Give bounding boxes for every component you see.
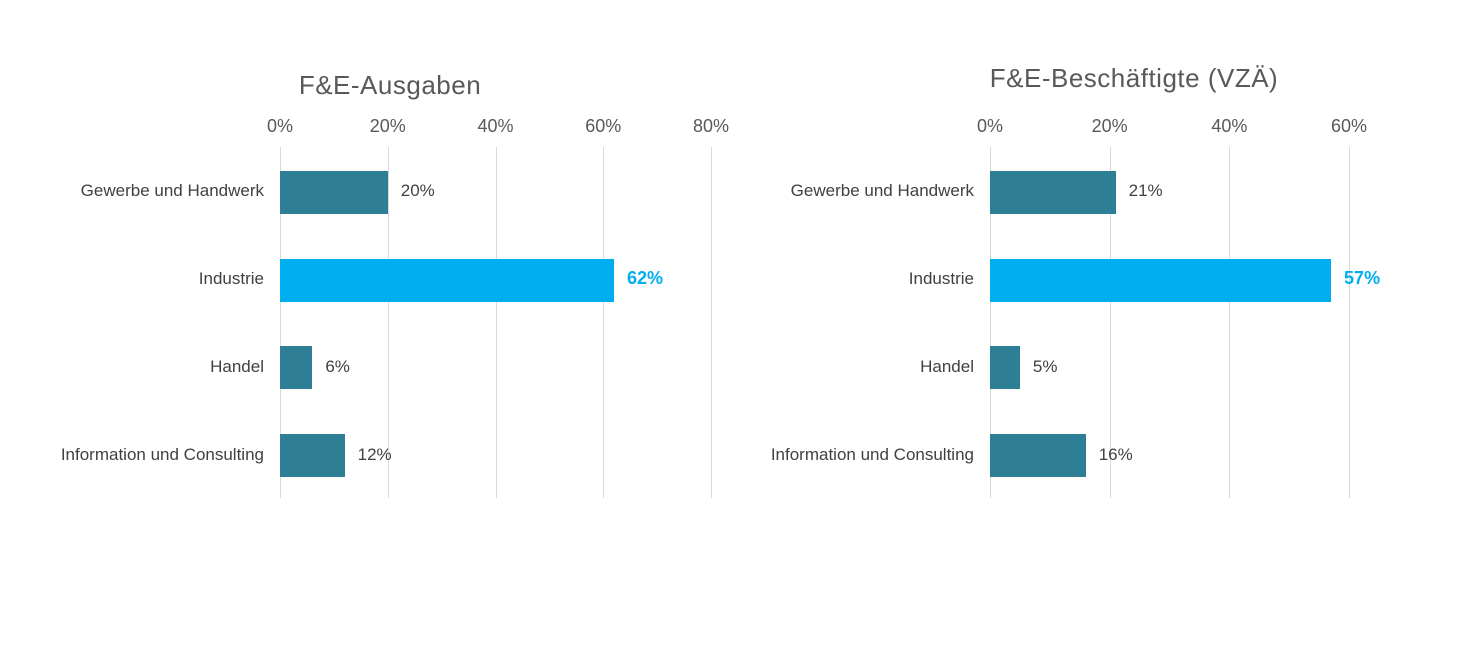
x-axis-tick-label: 20%	[1091, 116, 1128, 136]
value-label: 62%	[627, 268, 664, 289]
x-axis-tick-label: 80%	[692, 116, 730, 136]
value-label: 21%	[1128, 181, 1163, 201]
value-label: 57%	[1344, 268, 1381, 289]
bar-highlighted	[990, 258, 1332, 302]
gridline	[990, 147, 991, 498]
x-axis-tick-label: 40%	[1211, 116, 1248, 136]
category-label: Handel	[920, 356, 974, 376]
bar-highlighted	[280, 258, 615, 302]
chart-title: F&E-Beschäftigte (VZÄ)	[989, 63, 1279, 93]
value-label: 6%	[325, 356, 350, 376]
category-label: Information und Consulting	[770, 444, 974, 464]
x-axis-tick-label: 60%	[1330, 116, 1367, 136]
x-axis-tick-label: 40%	[477, 116, 514, 136]
category-label: Handel	[210, 356, 264, 376]
gridline	[280, 147, 281, 498]
gridline	[711, 147, 712, 498]
value-label: 5%	[1032, 356, 1058, 376]
gridline	[1229, 147, 1231, 498]
bar	[280, 434, 345, 478]
bar	[280, 170, 388, 214]
gridline	[495, 147, 497, 498]
gridline	[1348, 147, 1350, 498]
category-label: Gewerbe und Handwerk	[790, 181, 974, 201]
category-label: Industrie	[198, 269, 264, 289]
gridline	[603, 147, 605, 498]
value-label: 16%	[1098, 444, 1133, 464]
bar	[990, 434, 1086, 478]
x-axis-tick-label: 0%	[976, 116, 1003, 136]
category-label: Information und Consulting	[60, 444, 264, 464]
chart-title: F&E-Ausgaben	[298, 70, 482, 100]
category-label: Gewerbe und Handwerk	[80, 181, 264, 201]
gridline	[1109, 147, 1111, 498]
gridline	[387, 147, 389, 498]
value-label: 20%	[400, 181, 435, 201]
bar	[990, 170, 1116, 214]
x-axis-tick-label: 60%	[585, 116, 622, 136]
bar	[990, 346, 1020, 390]
value-label: 12%	[357, 444, 392, 464]
bar	[280, 346, 313, 390]
x-axis-tick-label: 0%	[266, 116, 293, 136]
x-axis-tick-label: 20%	[369, 116, 406, 136]
category-label: Industrie	[908, 269, 974, 289]
